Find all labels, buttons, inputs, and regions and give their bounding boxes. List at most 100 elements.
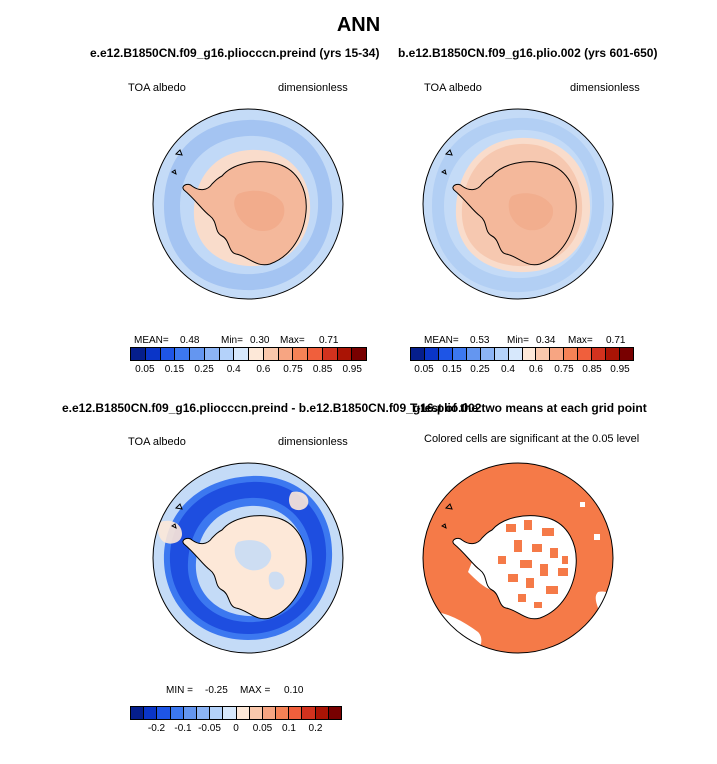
colorbar-swatch (521, 348, 536, 360)
colorbar-swatch (222, 707, 236, 719)
panel-2-mean-value: 0.53 (470, 335, 490, 346)
panel-3-min-value: -0.25 (205, 685, 228, 696)
colorbar-swatch (248, 348, 263, 360)
panel-1-polar-map (152, 108, 344, 300)
colorbar-tick-label: 0.85 (582, 364, 602, 375)
panel-2-title: b.e12.B1850CN.f09_g16.plio.002 (yrs 601-… (398, 46, 658, 60)
colorbar-swatch (351, 348, 366, 360)
panel-3-polar-map (152, 462, 344, 654)
colorbar-tick-label: -0.05 (198, 723, 221, 734)
panel-2-max-label: Max= (568, 335, 593, 346)
colorbar-swatch (563, 348, 578, 360)
colorbar-tick-label: -0.1 (174, 723, 192, 734)
colorbar-swatch (451, 348, 466, 360)
panel-3-min-label: MIN = (166, 685, 193, 696)
colorbar-swatch (321, 348, 337, 360)
colorbar-swatch (301, 707, 315, 719)
colorbar-swatch (314, 707, 328, 719)
panel-4-title: T-test of the two means at each grid poi… (410, 401, 647, 415)
colorbar-swatch (182, 707, 196, 719)
panel-1-mean-value: 0.48 (180, 335, 200, 346)
colorbar-swatch (156, 707, 170, 719)
colorbar-tick-label: 0.75 (283, 364, 303, 375)
colorbar-tick-label: 0.95 (610, 364, 630, 375)
colorbar-tick-label: 0.05 (135, 364, 155, 375)
panel-3-units: dimensionless (278, 436, 348, 448)
panel-3-title: e.e12.B1850CN.f09_g16.pliocccn.preind - … (62, 401, 482, 415)
colorbar-tick-label: 0.6 (529, 364, 543, 375)
colorbar-swatch (203, 348, 219, 360)
colorbar-swatch (577, 348, 592, 360)
panel-1-colorbar (130, 347, 367, 361)
colorbar-tick-label: 0.4 (501, 364, 515, 375)
colorbar-tick-label: 0.25 (194, 364, 214, 375)
panel-2-units: dimensionless (570, 82, 640, 94)
colorbar-swatch (174, 348, 189, 360)
colorbar-swatch (288, 707, 302, 719)
colorbar-swatch (248, 707, 262, 719)
panel-2-min-value: 0.34 (536, 335, 556, 346)
colorbar-swatch (423, 348, 438, 360)
panel-1-max-label: Max= (280, 335, 305, 346)
panel-1-units: dimensionless (278, 82, 348, 94)
colorbar-swatch (235, 707, 249, 719)
panel-1-min-value: 0.30 (250, 335, 270, 346)
colorbar-tick-label: 0.95 (342, 364, 362, 375)
panel-3-max-label: MAX = (240, 685, 271, 696)
colorbar-swatch (218, 348, 234, 360)
colorbar-tick-label: -0.2 (147, 723, 166, 734)
colorbar-tick-label: 0.2 (308, 723, 323, 734)
panel-1-title: e.e12.B1850CN.f09_g16.pliocccn.preind (y… (90, 46, 380, 60)
colorbar-tick-label: 0.1 (282, 723, 296, 734)
colorbar-swatch (169, 707, 183, 719)
colorbar-swatch (411, 348, 424, 360)
panel-3-colorbar (130, 706, 342, 720)
panel-3-max-value: 0.10 (284, 685, 304, 696)
colorbar-swatch (605, 348, 620, 360)
panel-1-min-label: Min= (221, 335, 243, 346)
colorbar-tick-label: 0.15 (442, 364, 462, 375)
panel-4-polar-map (422, 462, 614, 654)
colorbar-swatch (336, 348, 352, 360)
panel-1-variable: TOA albedo (128, 82, 186, 94)
panel-2-variable: TOA albedo (424, 82, 482, 94)
colorbar-tick-label: 0.05 (414, 364, 434, 375)
panel-2-polar-map (422, 108, 614, 300)
colorbar-swatch (189, 348, 204, 360)
colorbar-swatch (327, 707, 341, 719)
colorbar-swatch (262, 348, 278, 360)
colorbar-tick-label: 0.4 (226, 364, 241, 375)
colorbar-swatch (144, 348, 160, 360)
colorbar-swatch (479, 348, 494, 360)
panel-2-max-value: 0.71 (606, 335, 626, 346)
colorbar-swatch (131, 707, 144, 719)
colorbar-swatch (233, 348, 248, 360)
colorbar-swatch (493, 348, 508, 360)
panel-4-subtitle: Colored cells are significant at the 0.0… (424, 433, 640, 445)
colorbar-swatch (261, 707, 276, 719)
panel-3-variable: TOA albedo (128, 436, 186, 448)
colorbar-tick-label: 0 (233, 723, 239, 734)
colorbar-tick-label: 0.85 (312, 364, 333, 375)
colorbar-swatch (507, 348, 522, 360)
panel-1-max-value: 0.71 (319, 335, 339, 346)
colorbar-tick-label: 0.75 (554, 364, 574, 375)
colorbar-swatch (535, 348, 550, 360)
panel-2-mean-label: MEAN= (424, 335, 459, 346)
colorbar-swatch (195, 707, 210, 719)
panel-1-mean-label: MEAN= (134, 335, 169, 346)
panel-2-colorbar (410, 347, 634, 361)
colorbar-swatch (437, 348, 452, 360)
colorbar-swatch (619, 348, 633, 360)
colorbar-swatch (209, 707, 223, 719)
figure-title: ANN (336, 14, 381, 36)
colorbar-swatch (131, 348, 145, 360)
panel-2-min-label: Min= (507, 335, 529, 346)
colorbar-swatch (159, 348, 175, 360)
colorbar-tick-label: 0.6 (256, 364, 271, 375)
colorbar-tick-label: 0.05 (252, 723, 273, 734)
colorbar-swatch (277, 348, 293, 360)
colorbar-swatch (549, 348, 564, 360)
colorbar-swatch (307, 348, 322, 360)
colorbar-swatch (275, 707, 289, 719)
